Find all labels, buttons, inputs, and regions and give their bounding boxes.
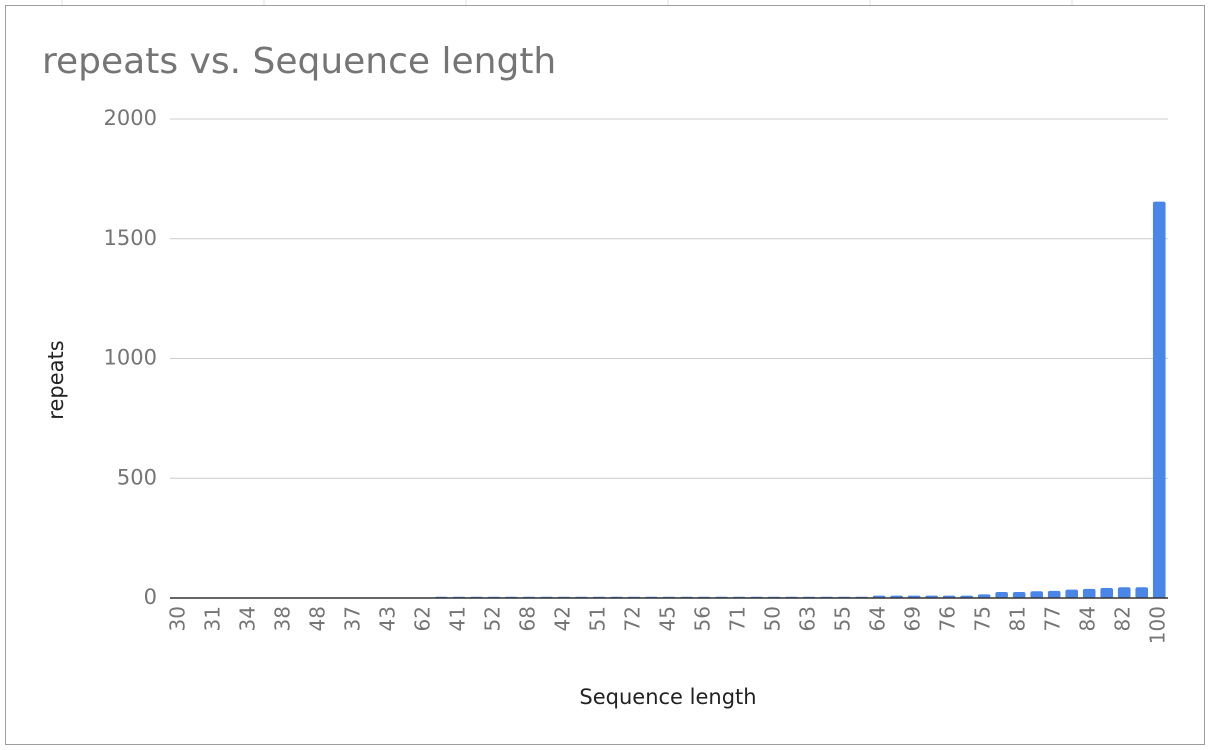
x-tick-label: 69 [901, 606, 925, 631]
x-tick-label: 77 [1041, 606, 1065, 631]
chart-frame [5, 5, 1205, 745]
x-tick-label: 30 [165, 606, 189, 631]
x-tick-label: 51 [585, 606, 609, 631]
x-tick-label: 62 [410, 606, 434, 631]
y-tick-label: 2000 [104, 106, 157, 130]
chart-title: repeats vs. Sequence length [42, 41, 556, 82]
bar [1082, 588, 1096, 598]
x-tick-label: 82 [1111, 606, 1135, 631]
x-tick-label: 63 [796, 606, 820, 631]
bar [995, 592, 1008, 598]
y-tick-label: 0 [144, 585, 157, 609]
bar [1012, 592, 1026, 598]
y-tick-label: 1500 [104, 226, 157, 250]
x-tick-label: 52 [480, 606, 504, 631]
x-tick-label: 55 [831, 606, 855, 631]
x-tick-label: 71 [726, 606, 750, 631]
bar [1047, 590, 1061, 598]
x-tick-label: 56 [691, 606, 715, 631]
bar [1152, 201, 1166, 598]
x-tick-label: 45 [656, 606, 680, 631]
x-tick-label: 34 [235, 606, 259, 631]
x-tick-label: 50 [761, 606, 785, 631]
x-tick-label: 81 [1006, 606, 1030, 631]
x-tick-label: 38 [270, 606, 294, 631]
x-tick-label: 64 [866, 606, 890, 631]
bar [977, 594, 991, 598]
bar [1065, 589, 1079, 598]
x-tick-label: 76 [936, 606, 960, 631]
y-tick-label: 500 [117, 465, 157, 489]
x-tick-label: 72 [620, 606, 644, 631]
x-tick-label: 42 [550, 606, 574, 631]
x-tick-label: 43 [375, 606, 399, 631]
x-tick-label: 41 [445, 606, 469, 631]
x-tick-label: 84 [1076, 606, 1100, 631]
bar [1135, 587, 1149, 598]
x-tick-label: 75 [971, 606, 995, 631]
x-tick-label: 68 [515, 606, 539, 631]
x-tick-label: 48 [305, 606, 329, 631]
x-axis-title: Sequence length [579, 685, 756, 709]
x-tick-label: 31 [200, 606, 224, 631]
sheet-cells [61, 0, 1073, 5]
bar [1100, 587, 1114, 598]
y-axis-title: repeats [44, 340, 68, 419]
x-tick-label: 37 [340, 606, 364, 631]
bar [1117, 587, 1131, 598]
bar [1030, 591, 1043, 598]
x-tick-label: 100 [1146, 606, 1170, 644]
y-tick-label: 1000 [104, 346, 157, 370]
